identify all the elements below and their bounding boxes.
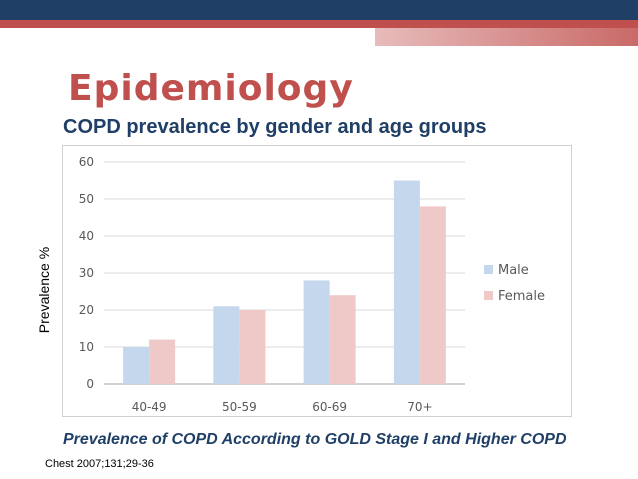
legend-swatch-male [484,265,493,274]
header-band-navy [0,0,638,20]
bar-female-60-69 [329,295,356,384]
y-tick-label: 60 [79,155,94,169]
bar-female-50-59 [239,310,266,384]
y-tick-label: 50 [79,192,94,206]
bar-male-50-59 [213,306,240,384]
y-tick-label: 30 [79,266,94,280]
citation: Chest 2007;131;29-36 [45,458,154,470]
x-tick-label: 70+ [407,400,432,414]
slide-subtitle: COPD prevalence by gender and age groups [63,116,487,138]
y-tick-label: 40 [79,229,94,243]
header-band-fade [375,28,638,46]
x-tick-label: 40-49 [132,400,167,414]
y-tick-label: 10 [79,340,94,354]
bar-male-60-69 [303,280,330,384]
figure-caption: Prevalence of COPD According to GOLD Sta… [63,431,567,448]
legend-label-male: Male [498,263,529,278]
slide-title: Epidemiology [68,68,354,109]
prevalence-bar-chart: 0 10 20 30 40 50 60 40-49 50-59 60-69 70+ Male Femal… [79,155,545,414]
x-tick-label: 50-59 [222,400,257,414]
y-axis-label: Prevalence % [36,246,52,334]
header-band-red [0,20,638,28]
legend-swatch-female [484,291,493,300]
bar-female-40-49 [149,339,176,384]
bar-male-70+ [393,180,420,384]
y-tick-label: 0 [86,377,94,391]
x-tick-label: 60-69 [312,400,347,414]
legend-label-female: Female [498,289,545,304]
y-tick-label: 20 [79,303,94,317]
bar-female-70+ [419,206,446,384]
bar-male-40-49 [123,347,150,384]
